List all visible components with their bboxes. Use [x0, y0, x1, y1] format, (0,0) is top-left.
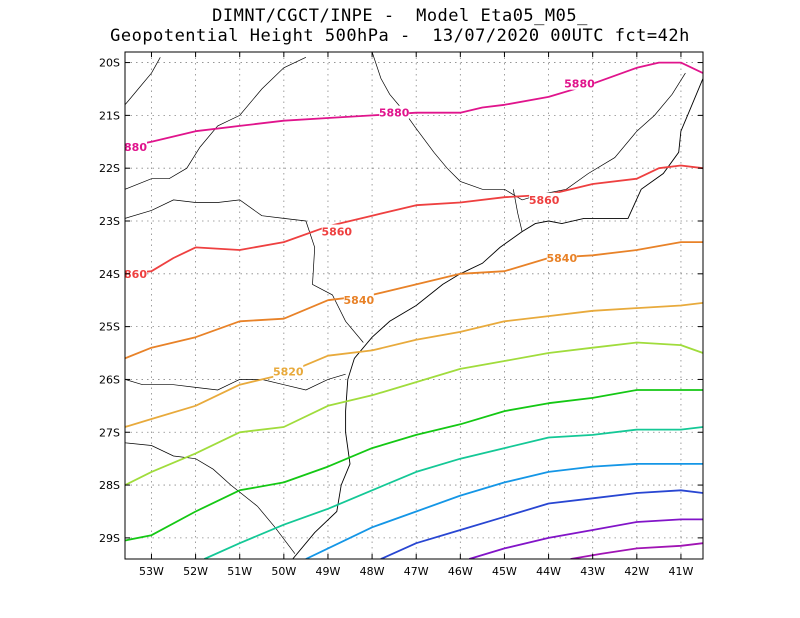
lat-label: 22S: [99, 162, 120, 175]
geography-layer: [125, 52, 703, 559]
lon-label: 51W: [227, 565, 252, 578]
lon-label: 43W: [580, 565, 605, 578]
contour-line-5800: [125, 341, 703, 486]
contour-line-5720: [380, 489, 703, 559]
state-border: [125, 442, 296, 554]
state-border: [125, 199, 364, 343]
contour-label-bg: [125, 140, 147, 154]
title-line-1: DIMNT/CGCT/INPE - Model Eta05_M05_: [212, 6, 588, 26]
lon-label: 49W: [316, 565, 341, 578]
contour-edge-label-5880: 5880: [116, 141, 147, 154]
contour-label-bg: [529, 192, 560, 206]
contour-label-bg: [379, 105, 410, 119]
state-border: [125, 57, 161, 106]
lat-label: 28S: [99, 479, 120, 492]
contour-line-5780: [125, 389, 703, 542]
contour-layer: 5880 5880 5880 5860 5860 5860 5840 5840 5820: [116, 61, 703, 559]
contour-line-5880: [125, 61, 703, 148]
contour-label-5880: 5880: [379, 107, 410, 120]
lat-label: 21S: [99, 109, 120, 122]
contour-line-5760: [204, 426, 703, 559]
lon-label: 46W: [448, 565, 473, 578]
contour-line-5820: [125, 302, 703, 428]
contour-line-5680: [570, 542, 703, 559]
lat-label: 27S: [99, 426, 120, 439]
contour-label-bg: [564, 76, 595, 90]
lat-label: 29S: [99, 532, 120, 545]
contour-label-bg: [125, 266, 147, 280]
lon-label: 53W: [139, 565, 164, 578]
contour-label-5860: 5860: [529, 194, 560, 207]
contour-line-5740: [305, 463, 703, 559]
lon-label: 47W: [404, 565, 429, 578]
tick-layer: [125, 52, 703, 559]
lat-label: 25S: [99, 321, 120, 334]
lat-label: 24S: [99, 268, 120, 281]
contour-label-bg: [343, 293, 374, 307]
state-border: [125, 56, 307, 190]
contour-line-5700: [468, 518, 703, 559]
lat-label: 20S: [99, 57, 120, 70]
contour-label-5840: 5840: [546, 252, 577, 265]
contour-label-5860: 5860: [321, 226, 352, 239]
contour-label-bg: [273, 364, 304, 378]
lat-label: 26S: [99, 373, 120, 386]
contour-label-5840: 5840: [344, 294, 375, 307]
contour-label-bg: [321, 224, 352, 238]
plot-frame: [124, 51, 704, 560]
lon-label: 45W: [492, 565, 517, 578]
contour-label-bg: [546, 250, 577, 264]
contour-line-5860: [125, 164, 703, 275]
coastline: [292, 78, 703, 559]
lon-label: 42W: [624, 565, 649, 578]
gridlines: [125, 52, 703, 559]
contour-label-5880: 5880: [564, 78, 595, 91]
contour-label-5820: 5820: [273, 366, 304, 379]
contour-line-5840: [125, 241, 703, 360]
lon-label: 52W: [183, 565, 208, 578]
contour-edge-label-5860: 5860: [116, 268, 147, 281]
lon-label: 50W: [271, 565, 296, 578]
state-border: [125, 373, 346, 391]
lat-label: 23S: [99, 215, 120, 228]
lon-label: 44W: [536, 565, 561, 578]
lon-label: 48W: [360, 565, 385, 578]
lon-label: 41W: [669, 565, 694, 578]
axis-label-layer: 20S 21S 22S 23S 24S 25S 26S 27S 28S 29S 53W 52W 51W 5…: [99, 57, 693, 578]
title-line-2: Geopotential Height 500hPa - 13/07/2020 …: [110, 26, 690, 46]
